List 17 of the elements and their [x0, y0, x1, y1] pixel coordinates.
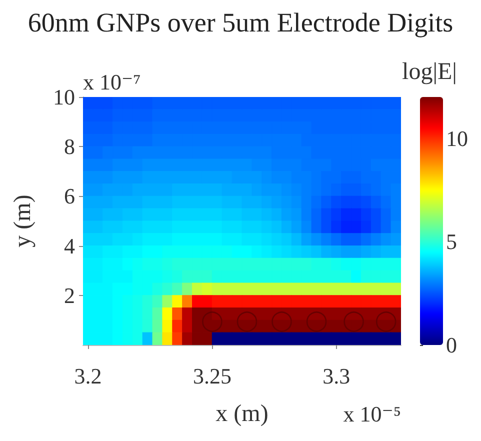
x-axis-title: x (m) [216, 401, 268, 427]
color-bar-label: 10 [446, 126, 468, 151]
text: x 10⁻⁷ [83, 70, 141, 94]
y-tick-label: 10 [53, 84, 75, 110]
x-tick-label: 3.25 [192, 364, 232, 388]
y-axis-title: y (m) [10, 194, 36, 248]
chart-title: 60nm GNPs over 5um Electrode Digits [28, 8, 454, 38]
color-bar-label: 5 [446, 229, 457, 254]
color-bar-title: log|E| [402, 59, 457, 85]
x-tick-label: 3.3 [322, 364, 350, 388]
x-tick-label: 3.2 [74, 364, 102, 388]
y-tick-label: 6 [64, 184, 75, 209]
y-tick-label: 8 [64, 134, 75, 160]
y-tick-label: 2 [64, 282, 75, 308]
y-tick-label: 4 [64, 233, 75, 258]
color-bar-label: 0 [446, 332, 457, 358]
text: x 10⁻⁵ [343, 402, 401, 426]
